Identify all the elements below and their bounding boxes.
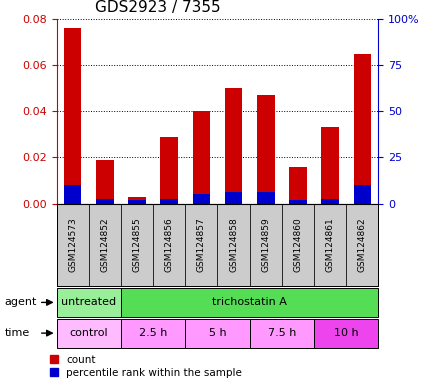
Bar: [64, 28, 81, 204]
Bar: [128, 200, 145, 204]
Bar: [345, 204, 378, 286]
Bar: [313, 319, 378, 348]
Text: GSM124861: GSM124861: [325, 217, 334, 272]
Text: time: time: [4, 328, 30, 338]
Bar: [289, 167, 306, 204]
Bar: [160, 199, 178, 204]
Bar: [128, 197, 145, 204]
Text: GSM124855: GSM124855: [132, 217, 141, 272]
Bar: [185, 319, 249, 348]
Bar: [160, 137, 178, 204]
Text: GSM124856: GSM124856: [164, 217, 173, 272]
Text: GSM124862: GSM124862: [357, 217, 366, 272]
Text: trichostatin A: trichostatin A: [212, 297, 286, 308]
Bar: [217, 204, 249, 286]
Bar: [224, 192, 242, 204]
Bar: [313, 204, 345, 286]
Text: GSM124860: GSM124860: [293, 217, 302, 272]
Text: GSM124858: GSM124858: [229, 217, 237, 272]
Bar: [192, 194, 210, 204]
Bar: [289, 200, 306, 204]
Bar: [185, 204, 217, 286]
Text: 7.5 h: 7.5 h: [267, 328, 296, 338]
Bar: [89, 204, 121, 286]
Bar: [96, 160, 113, 204]
Bar: [96, 199, 113, 204]
Bar: [321, 127, 338, 204]
Bar: [256, 192, 274, 204]
Text: 5 h: 5 h: [208, 328, 226, 338]
Bar: [121, 319, 185, 348]
Text: untreated: untreated: [61, 297, 116, 308]
Bar: [56, 288, 121, 317]
Text: control: control: [69, 328, 108, 338]
Bar: [153, 204, 185, 286]
Text: GSM124857: GSM124857: [197, 217, 205, 272]
Bar: [321, 199, 338, 204]
Bar: [121, 288, 378, 317]
Bar: [256, 95, 274, 204]
Legend: count, percentile rank within the sample: count, percentile rank within the sample: [49, 354, 243, 379]
Bar: [224, 88, 242, 204]
Bar: [64, 185, 81, 204]
Bar: [56, 319, 121, 348]
Text: GSM124852: GSM124852: [100, 217, 109, 272]
Text: GSM124859: GSM124859: [261, 217, 270, 272]
Bar: [353, 54, 370, 204]
Bar: [249, 204, 281, 286]
Bar: [192, 111, 210, 204]
Text: GSM124573: GSM124573: [68, 217, 77, 272]
Bar: [281, 204, 313, 286]
Text: 2.5 h: 2.5 h: [138, 328, 167, 338]
Bar: [121, 204, 153, 286]
Text: GDS2923 / 7355: GDS2923 / 7355: [95, 0, 220, 15]
Bar: [353, 185, 370, 204]
Bar: [56, 204, 89, 286]
Text: 10 h: 10 h: [333, 328, 358, 338]
Text: agent: agent: [4, 297, 36, 308]
Bar: [249, 319, 313, 348]
